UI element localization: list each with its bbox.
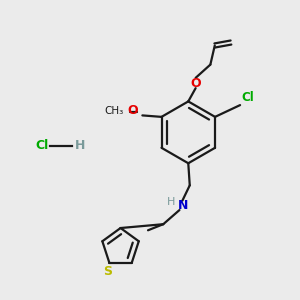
- Text: O: O: [190, 77, 201, 90]
- Text: H: H: [167, 197, 176, 207]
- Text: CH₃: CH₃: [104, 106, 123, 116]
- Text: S: S: [103, 265, 112, 278]
- Text: H: H: [75, 139, 85, 152]
- Text: Cl: Cl: [242, 91, 254, 103]
- Text: O: O: [127, 104, 138, 118]
- Text: Cl: Cl: [35, 139, 48, 152]
- Text: N: N: [178, 200, 188, 212]
